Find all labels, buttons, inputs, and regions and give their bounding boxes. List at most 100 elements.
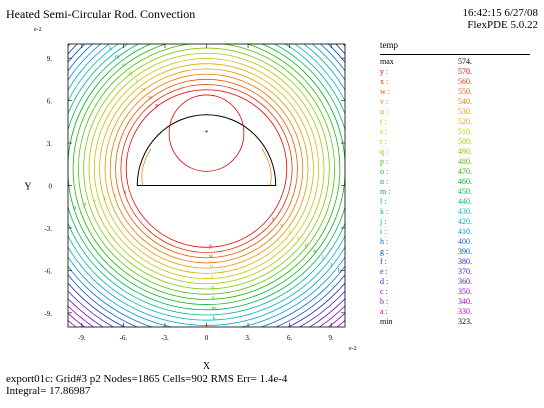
legend-row-t: t : 520.	[380, 117, 472, 127]
legend-value: 360.	[458, 277, 472, 286]
contour-label-x: x	[272, 217, 275, 223]
legend-value: 540.	[458, 97, 472, 106]
contour-line-s	[93, 58, 320, 279]
run-info: 16:42:15 6/27/08 FlexPDE 5.0.22	[463, 7, 538, 31]
legend-value: 440.	[458, 197, 472, 206]
contour-label-v: v	[280, 223, 283, 229]
legend-value: 510.	[458, 127, 472, 136]
legend-key: a :	[380, 307, 388, 316]
contour-label-k: k	[213, 316, 216, 322]
legend-row-f: f : 380.	[380, 257, 472, 267]
footer: export01c: Grid#3 p2 Nodes=1865 Cells=90…	[6, 373, 287, 397]
legend-row-u: u : 530.	[380, 107, 472, 117]
legend-row-max: max 574.	[380, 57, 472, 67]
legend-key: q :	[380, 147, 389, 156]
x-axis-label: X	[203, 361, 211, 372]
legend-row-b: b : 340.	[380, 297, 472, 307]
contour-line-m	[68, 44, 345, 311]
contour-line-q	[83, 47, 330, 290]
contour-label-u: u	[210, 264, 213, 270]
axes: -9. -6. -3. 0 3. 6. 9. 9. 6. 3. 0 -3. -6. -9. X Ye-2 e-2	[24, 27, 356, 372]
y-tick-label: 3.	[47, 140, 53, 148]
legend-row-o: o : 470.	[380, 167, 472, 177]
legend-row-w: w : 550.	[380, 87, 472, 97]
legend-row-h: h : 400.	[380, 237, 472, 247]
legend-value: 450.	[458, 187, 472, 196]
legend-value: 480.	[458, 157, 472, 166]
grid-stats: export01c: Grid#3 p2 Nodes=1865 Cells=90…	[6, 373, 288, 385]
legend-value: 490.	[458, 147, 472, 156]
legend-key: min	[380, 317, 393, 326]
contour-label-k: k	[109, 46, 112, 52]
y-tick-label: -3.	[44, 225, 52, 233]
run-timestamp: 16:42:15 6/27/08	[462, 7, 538, 19]
legend-key: t :	[380, 117, 387, 126]
contour-label-q: q	[211, 285, 214, 291]
contour-label-h: h	[338, 268, 341, 274]
legend-row-j: j : 420.	[380, 217, 472, 227]
legend-value: 370.	[458, 267, 472, 276]
contour-label-s: s	[211, 275, 214, 281]
legend-row-a: a : 330.	[380, 307, 472, 317]
legend-key: r :	[380, 137, 387, 146]
contour-label-l: l	[322, 255, 324, 261]
legend-rule	[380, 54, 530, 55]
legend-key: h :	[380, 237, 389, 246]
legend-key: l :	[380, 197, 387, 206]
legend-key: max	[380, 57, 394, 66]
y-exponent-label: e-2	[34, 27, 42, 33]
inner-arc-right	[261, 148, 272, 186]
contour-label-m: m	[211, 306, 216, 312]
y-axis-label: Y	[24, 182, 31, 193]
legend-value: 460.	[458, 177, 472, 186]
legend-key: x :	[380, 77, 389, 86]
legend: max 574. y : 570. x : 560. w : 550. v : 540. u : 53…	[380, 57, 472, 327]
legend-value: 330.	[458, 307, 472, 316]
legend-key: c :	[380, 287, 388, 296]
legend-key: j :	[380, 217, 387, 226]
contour-line-r	[88, 52, 325, 285]
legend-value: 500.	[458, 137, 472, 146]
contour-line-k	[68, 44, 345, 321]
contour-line-a	[68, 319, 345, 327]
legend-row-s: s : 510.	[380, 127, 472, 137]
contour-line-y	[125, 89, 288, 248]
legend-row-k: k : 430.	[380, 207, 472, 217]
y-tick-label: 6.	[47, 98, 53, 106]
contour-line-n	[68, 44, 345, 305]
chart-title: Heated Semi-Circular Rod. Convection	[6, 7, 196, 21]
contour-label-r: r	[297, 236, 299, 242]
legend-variable: temp	[380, 40, 398, 50]
legend-key: g :	[380, 247, 389, 256]
x-tick-label: -3.	[161, 334, 169, 342]
x-tick-label: 3.	[245, 334, 251, 342]
x-tick-label: 0	[205, 334, 209, 342]
legend-row-p: p : 480.	[380, 157, 472, 167]
legend-row-r: r : 500.	[380, 137, 472, 147]
contour-label-p: p	[83, 202, 86, 208]
contour-label-w: w	[148, 95, 153, 101]
legend-key: p :	[380, 157, 389, 166]
contour-label-s: s	[136, 79, 139, 85]
legend-row-x: x : 560.	[380, 77, 472, 87]
legend-key: u :	[380, 107, 389, 116]
software-version: FlexPDE 5.0.22	[467, 19, 538, 31]
legend-row-d: d : 360.	[380, 277, 472, 287]
legend-value: 410.	[458, 227, 472, 236]
contour-label-u: u	[142, 87, 145, 93]
contour-label-p: p	[305, 242, 308, 248]
legend-key: v :	[380, 97, 389, 106]
legend-value: 560.	[458, 77, 472, 86]
legend-row-l: l : 440.	[380, 197, 472, 207]
legend-value: 350.	[458, 287, 472, 296]
legend-key: e :	[380, 267, 388, 276]
y-tick-label: 9.	[47, 55, 53, 63]
contour-lines	[68, 44, 345, 327]
legend-key: w :	[380, 87, 390, 96]
y-tick-label: 0	[49, 183, 53, 191]
inner-contour	[168, 94, 245, 172]
legend-row-c: c : 350.	[380, 287, 472, 297]
legend-value: 570.	[458, 67, 472, 76]
legend-row-q: q : 490.	[380, 147, 472, 157]
